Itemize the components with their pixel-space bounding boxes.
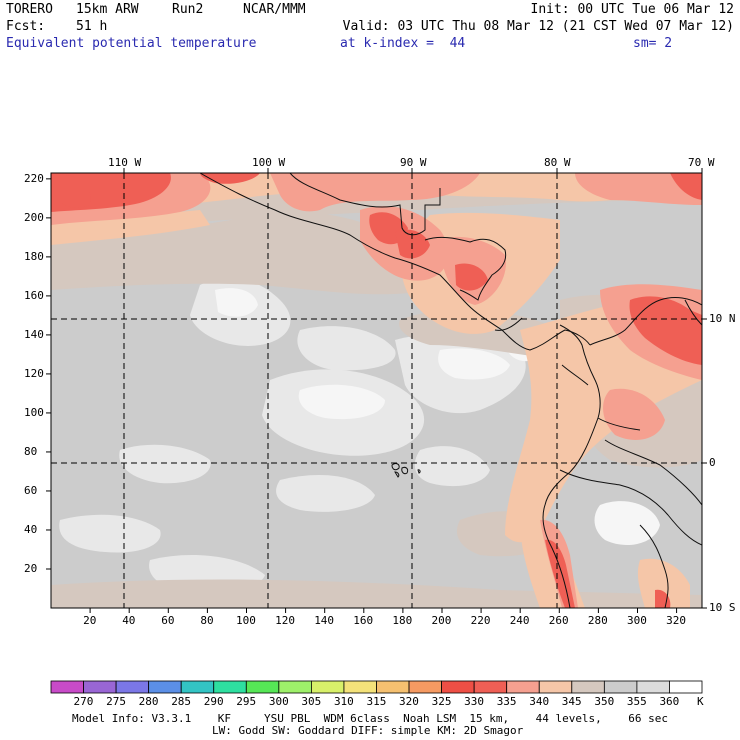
x-tick-label: 220 (470, 614, 491, 627)
level-info: at k-index = 44 (340, 36, 466, 51)
low-theta-patches (59, 223, 531, 594)
colorbar-swatch (506, 680, 540, 694)
model-resolution: 15km ARW (76, 2, 139, 17)
x-tick-label: 180 (392, 614, 413, 627)
valid-time: Valid: 03 UTC Thu 08 Mar 12 (21 CST Wed … (342, 19, 734, 34)
colorbar (50, 680, 703, 694)
lon-ticks (123, 168, 707, 609)
colorbar-swatch (669, 680, 703, 694)
y-tick-label: 160 (24, 288, 44, 302)
colorbar-level-label: 315 (366, 695, 387, 708)
forecast-hour: 51 h (76, 19, 108, 34)
y-tick-label: 80 (24, 444, 38, 458)
x-tick-label: 80 (200, 614, 214, 627)
colorbar-level-label: 325 (431, 695, 452, 708)
lat-label-0: 0 (709, 456, 716, 469)
x-tick-label: 200 (431, 614, 452, 627)
colorbar-unit: K (697, 695, 704, 708)
colorbar-swatch (603, 680, 638, 694)
y-tick-label: 180 (24, 249, 44, 263)
colorbar-swatch (83, 680, 117, 694)
colorbar-level-label: 300 (268, 695, 289, 708)
smoothing-info: sm= 2 (633, 36, 673, 51)
plot-frame (50, 172, 703, 609)
lon-label-80w: 80 W (544, 156, 571, 169)
lon-label-90w: 90 W (400, 156, 427, 169)
forecast-label: Fcst: (6, 19, 46, 34)
colorbar-swatch (115, 680, 150, 694)
colorbar-level-label: 320 (399, 695, 419, 708)
lowest-theta-patches (215, 288, 660, 545)
lat-label-10n: 10 N (709, 312, 736, 325)
init-time: Init: 00 UTC Tue 06 Mar 12 (530, 2, 735, 17)
organization: NCAR/MMM (243, 2, 306, 17)
colorbar-level-label: 275 (106, 695, 126, 708)
colorbar-level-label: 310 (333, 695, 354, 708)
x-tick-label: 260 (548, 614, 569, 627)
colorbar-swatch (310, 680, 345, 694)
y-tick-label: 100 (24, 405, 44, 419)
colorbar-swatch (376, 680, 410, 694)
x-tick-label: 160 (353, 614, 374, 627)
colorbar-level-label: 305 (301, 695, 322, 708)
x-tick-label: 300 (626, 614, 647, 627)
colorbar-level-label: 335 (496, 695, 517, 708)
colorbar-level-label: 270 (73, 695, 94, 708)
y-tick-label: 40 (24, 522, 38, 536)
colorbar-swatch (245, 680, 280, 694)
lon-label-70w: 70 W (688, 156, 715, 169)
y-axis-ticks (46, 178, 51, 570)
colorbar-level-label: 330 (464, 695, 485, 708)
colorbar-level-label: 290 (203, 695, 224, 708)
colorbar-swatch (278, 680, 312, 694)
colorbar-level-label: 345 (561, 695, 582, 708)
y-tick-label: 140 (24, 327, 44, 341)
y-tick-label: 220 (24, 171, 44, 185)
colorbar-swatch (50, 680, 84, 694)
x-tick-label: 280 (587, 614, 608, 627)
y-tick-label: 60 (24, 483, 38, 497)
colorbar-level-label: 360 (659, 695, 680, 708)
x-tick-label: 140 (314, 614, 335, 627)
colorbar-swatch (538, 680, 573, 694)
lon-label-100w: 100 W (252, 156, 286, 169)
x-tick-label: 40 (122, 614, 136, 627)
colorbar-swatch (408, 680, 442, 694)
grid-lines (51, 173, 702, 608)
colorbar-level-label: 355 (626, 695, 647, 708)
colorbar-swatch (343, 680, 377, 694)
x-tick-label: 20 (83, 614, 97, 627)
physics-info: LW: Godd SW: Goddard DIFF: simple KM: 2D… (212, 724, 524, 737)
x-tick-label: 100 (235, 614, 256, 627)
x-axis-ticks (89, 608, 678, 613)
model-name: TORERO (6, 2, 53, 17)
x-tick-label: 320 (666, 614, 686, 627)
colorbar-swatch (148, 680, 182, 694)
colorbar-level-label: 340 (529, 695, 550, 708)
x-tick-label: 60 (161, 614, 175, 627)
y-tick-label: 120 (24, 366, 44, 380)
colorbar-level-label: 280 (138, 695, 159, 708)
model-info: Model Info: V3.3.1 KF YSU PBL WDM 6class… (72, 712, 669, 725)
y-tick-label: 20 (24, 561, 38, 575)
colorbar-level-label: 350 (594, 695, 615, 708)
coastlines (199, 173, 702, 608)
colorbar-swatch (441, 680, 475, 694)
colorbar-level-label: 295 (236, 695, 257, 708)
y-tick-label: 200 (24, 210, 44, 224)
lon-label-110w: 110 W (108, 156, 142, 169)
colorbar-swatch (473, 680, 508, 694)
x-tick-label: 120 (275, 614, 295, 627)
colorbar-level-label: 285 (171, 695, 192, 708)
field-name: Equivalent potential temperature (6, 36, 257, 51)
colorbar-swatch (180, 680, 215, 694)
colorbar-swatch (636, 680, 670, 694)
colorbar-swatch (571, 680, 605, 694)
colorbar-swatch (213, 680, 247, 694)
lat-label-10s: 10 S (709, 601, 736, 614)
run-label: Run2 (172, 2, 204, 17)
x-tick-label: 240 (509, 614, 530, 627)
